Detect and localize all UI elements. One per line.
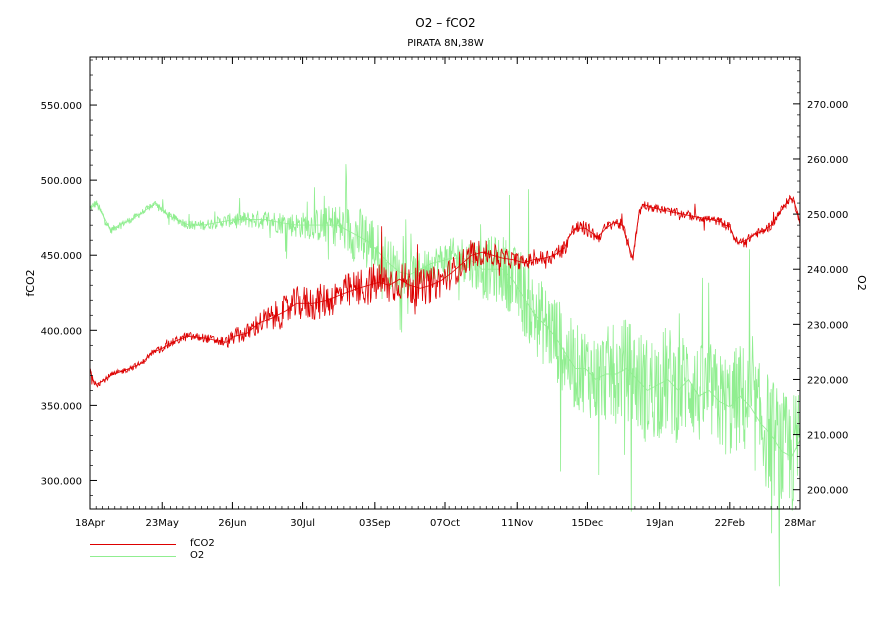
y-right-tick-label: 270.000 <box>807 100 848 111</box>
y-right-tick-label: 200.000 <box>807 486 848 497</box>
x-tick-label: 11Nov <box>501 518 533 529</box>
x-tick-label: 19Jan <box>646 518 674 529</box>
y-right-tick-label: 220.000 <box>807 375 848 386</box>
y-left-tick-label: 550.000 <box>41 101 82 112</box>
x-tick-label: 07Oct <box>430 518 460 529</box>
y-right-tick-label: 210.000 <box>807 431 848 442</box>
series-line-o2 <box>89 164 801 587</box>
chart-subtitle: PIRATA 8N,38W <box>407 38 484 49</box>
x-tick-label: 30Jul <box>290 518 315 529</box>
x-tick-label: 03Sep <box>359 518 391 529</box>
y-right-tick-label: 260.000 <box>807 155 848 166</box>
x-tick-label: 18Apr <box>75 518 106 529</box>
x-tick-label: 22Feb <box>715 518 745 529</box>
y-right-tick-label: 240.000 <box>807 265 848 276</box>
axis-ticks <box>89 57 801 509</box>
legend-label-fco2: fCO2 <box>190 538 215 549</box>
y-left-tick-label: 300.000 <box>41 476 82 487</box>
plot-frame <box>89 56 801 510</box>
y-right-tick-label: 230.000 <box>807 320 848 331</box>
y-left-tick-label: 500.000 <box>41 176 82 187</box>
y-left-tick-label: 350.000 <box>41 401 82 412</box>
series-trend-fco2 <box>89 197 801 385</box>
legend-label-o2: O2 <box>190 550 205 561</box>
axes-frame <box>89 56 801 510</box>
y-left-tick-label: 400.000 <box>41 326 82 337</box>
x-tick-label: 26Jun <box>218 518 246 529</box>
x-tick-label: 15Dec <box>571 518 603 529</box>
series-line-fco2 <box>89 194 800 388</box>
y-left-tick-label: 450.000 <box>41 251 82 262</box>
chart-title: O2 – fCO2 <box>415 16 476 30</box>
legend-swatch-fco2 <box>90 544 176 545</box>
fco2-series <box>89 194 801 388</box>
x-tick-label: 28Mar <box>784 518 816 529</box>
y-left-axis-title: fCO2 <box>24 269 37 296</box>
legend-swatch-o2 <box>90 556 176 557</box>
y-right-tick-label: 250.000 <box>807 210 848 221</box>
x-tick-label: 23May <box>146 518 179 529</box>
axis-labels: 18Apr 23May 26Jun 30Jul 03Sep 07Oct 11Nov 15Dec… <box>24 100 868 529</box>
y-right-axis-title: O2 <box>855 275 868 291</box>
